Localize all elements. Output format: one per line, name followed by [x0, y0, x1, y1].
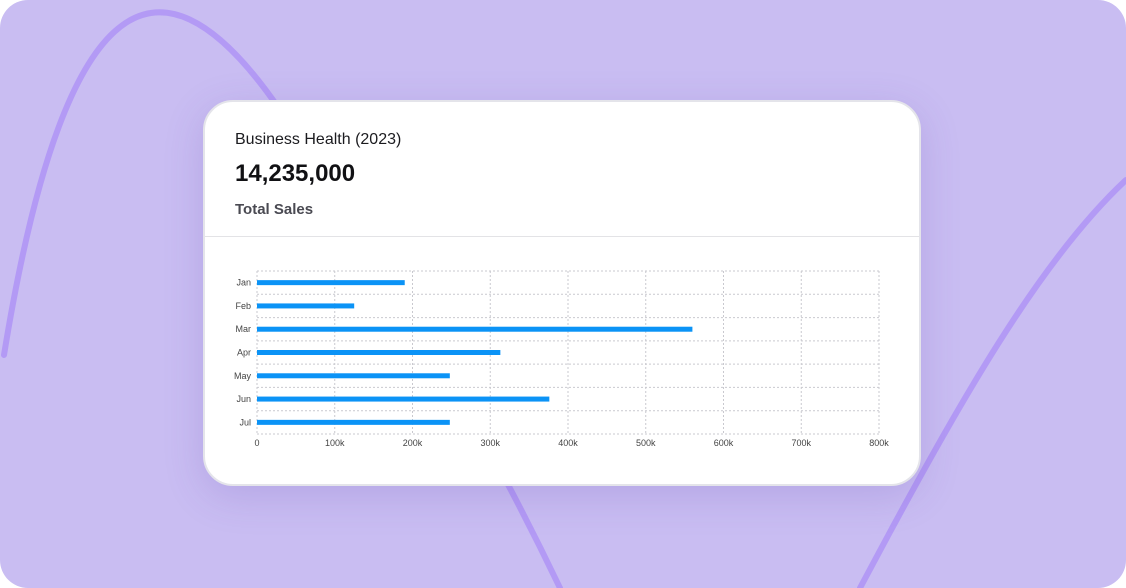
x-tick-label: 400k — [558, 438, 578, 448]
x-tick-label: 800k — [869, 438, 889, 448]
card-title: Business Health (2023) — [235, 131, 402, 148]
x-tick-label: 500k — [636, 438, 656, 448]
bar-jun[interactable] — [257, 396, 550, 402]
total-sales-value: 14,235,000 — [235, 160, 356, 187]
y-tick-label: Apr — [237, 348, 251, 358]
y-tick-label: Jul — [239, 417, 251, 427]
bar-jul[interactable] — [257, 419, 450, 425]
x-tick-label: 300k — [480, 438, 500, 448]
x-tick-label: 700k — [791, 438, 811, 448]
x-tick-label: 100k — [325, 438, 345, 448]
card-header: Business Health (2023) 14,235,000 Total … — [205, 102, 919, 237]
bar-apr[interactable] — [257, 350, 501, 355]
y-tick-label: Feb — [235, 301, 251, 311]
bar-feb[interactable] — [257, 303, 355, 309]
x-tick-label: 200k — [403, 438, 423, 448]
y-tick-label: May — [234, 371, 252, 381]
business-health-card: Business Health (2023) 14,235,000 Total … — [203, 100, 921, 486]
bar-jan[interactable] — [257, 280, 405, 286]
y-tick-label: Jun — [236, 394, 251, 404]
card-subtitle: Total Sales — [235, 201, 314, 218]
x-tick-label: 600k — [714, 438, 734, 448]
bar-chart: 0 100k 200k 300k 400k 500k 600k 700k 800k Jan Feb M… — [234, 270, 889, 448]
bar-may[interactable] — [257, 373, 450, 379]
y-tick-label: Mar — [236, 324, 252, 334]
x-tick-label: 0 — [254, 438, 259, 448]
bar-mar[interactable] — [257, 326, 693, 332]
y-tick-label: Jan — [236, 278, 251, 288]
